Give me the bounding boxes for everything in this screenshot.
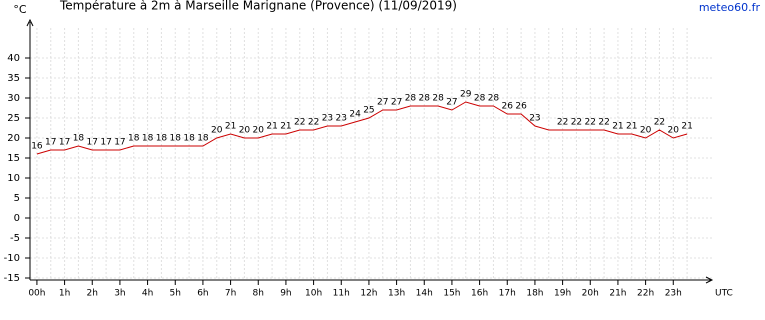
data-label: 25 bbox=[363, 106, 374, 116]
x-tick-label: 14h bbox=[416, 289, 433, 299]
x-tick-label: 20h bbox=[582, 289, 599, 299]
data-label: 22 bbox=[598, 118, 609, 128]
data-label: 18 bbox=[170, 134, 182, 144]
data-label: 20 bbox=[640, 126, 652, 136]
data-label: 22 bbox=[308, 118, 319, 128]
data-label: 23 bbox=[336, 114, 347, 124]
y-tick-label: -15 bbox=[4, 273, 20, 284]
y-tick-label: 40 bbox=[7, 53, 20, 64]
x-tick-label: 8h bbox=[253, 289, 264, 299]
data-label: 20 bbox=[668, 126, 680, 136]
x-tick-label: 22h bbox=[637, 289, 654, 299]
data-label: 28 bbox=[405, 94, 417, 104]
x-tick-label: 5h bbox=[170, 289, 181, 299]
data-label: 27 bbox=[391, 98, 402, 108]
data-label: 18 bbox=[183, 134, 195, 144]
y-tick-label: 20 bbox=[7, 133, 20, 144]
data-label: 29 bbox=[460, 90, 472, 100]
data-label: 21 bbox=[266, 122, 277, 132]
x-tick-label: 7h bbox=[225, 289, 236, 299]
data-label: 21 bbox=[626, 122, 637, 132]
data-label: 18 bbox=[156, 134, 168, 144]
y-tick-label: 10 bbox=[7, 173, 20, 184]
data-label: 28 bbox=[474, 94, 486, 104]
x-tick-label: 11h bbox=[333, 289, 350, 299]
data-label: 27 bbox=[377, 98, 388, 108]
data-label: 23 bbox=[322, 114, 333, 124]
x-tick-label: 2h bbox=[87, 289, 98, 299]
data-label: 20 bbox=[211, 126, 223, 136]
x-tick-label: 19h bbox=[554, 289, 571, 299]
data-label: 22 bbox=[585, 118, 596, 128]
data-label: 23 bbox=[529, 114, 540, 124]
x-tick-label: 17h bbox=[499, 289, 516, 299]
x-axis-arrow bbox=[705, 276, 714, 284]
data-label: 16 bbox=[31, 142, 43, 152]
data-label: 18 bbox=[73, 134, 85, 144]
data-label: 22 bbox=[294, 118, 305, 128]
x-tick-label: 12h bbox=[360, 289, 377, 299]
x-tick-label: 6h bbox=[197, 289, 208, 299]
y-tick-label: 30 bbox=[7, 93, 20, 104]
data-label: 28 bbox=[419, 94, 431, 104]
chart-title: Température à 2m à Marseille Marignane (… bbox=[59, 0, 457, 13]
data-label: 18 bbox=[128, 134, 140, 144]
temperature-line bbox=[36, 101, 688, 155]
x-tick-label: 1h bbox=[59, 289, 70, 299]
x-tick-label: 16h bbox=[471, 289, 488, 299]
data-label: 21 bbox=[280, 122, 291, 132]
x-tick-label: 15h bbox=[443, 289, 460, 299]
data-label: 20 bbox=[239, 126, 251, 136]
data-label: 21 bbox=[225, 122, 236, 132]
x-tick-label: 3h bbox=[114, 289, 125, 299]
x-tick-label: 18h bbox=[526, 289, 543, 299]
data-label: 27 bbox=[446, 98, 457, 108]
data-label: 28 bbox=[488, 94, 500, 104]
data-label: 26 bbox=[515, 102, 527, 112]
y-axis-label: °C bbox=[13, 3, 27, 16]
x-tick-label: 9h bbox=[280, 289, 291, 299]
data-label: 17 bbox=[59, 138, 70, 148]
data-label: 21 bbox=[681, 122, 692, 132]
data-label: 22 bbox=[557, 118, 568, 128]
data-label: 20 bbox=[253, 126, 265, 136]
y-tick-label: 35 bbox=[7, 73, 20, 84]
y-tick-label: -10 bbox=[4, 253, 20, 264]
x-tick-label: 4h bbox=[142, 289, 153, 299]
data-label: 26 bbox=[502, 102, 514, 112]
y-tick-label: -5 bbox=[10, 233, 20, 244]
data-label: 22 bbox=[654, 118, 665, 128]
x-tick-label: 00h bbox=[28, 289, 45, 299]
data-label: 21 bbox=[612, 122, 623, 132]
y-tick-label: 0 bbox=[14, 213, 20, 224]
y-tick-label: 15 bbox=[7, 153, 20, 164]
data-label: 18 bbox=[142, 134, 154, 144]
x-tick-label: 10h bbox=[305, 289, 322, 299]
y-axis-arrow bbox=[26, 18, 34, 27]
y-tick-label: 5 bbox=[14, 193, 20, 204]
data-label: 18 bbox=[197, 134, 209, 144]
x-tick-label: 23h bbox=[665, 289, 682, 299]
x-tick-label: 13h bbox=[388, 289, 405, 299]
data-label: 17 bbox=[100, 138, 111, 148]
x-axis-label: UTC bbox=[715, 289, 733, 299]
x-tick-label: 21h bbox=[609, 289, 626, 299]
data-label: 17 bbox=[45, 138, 56, 148]
data-label: 17 bbox=[114, 138, 125, 148]
data-label: 22 bbox=[571, 118, 582, 128]
data-label: 28 bbox=[432, 94, 444, 104]
data-label: 17 bbox=[87, 138, 98, 148]
data-label: 24 bbox=[349, 110, 361, 120]
source-link[interactable]: meteo60.fr bbox=[699, 1, 761, 14]
y-tick-label: 25 bbox=[7, 113, 20, 124]
